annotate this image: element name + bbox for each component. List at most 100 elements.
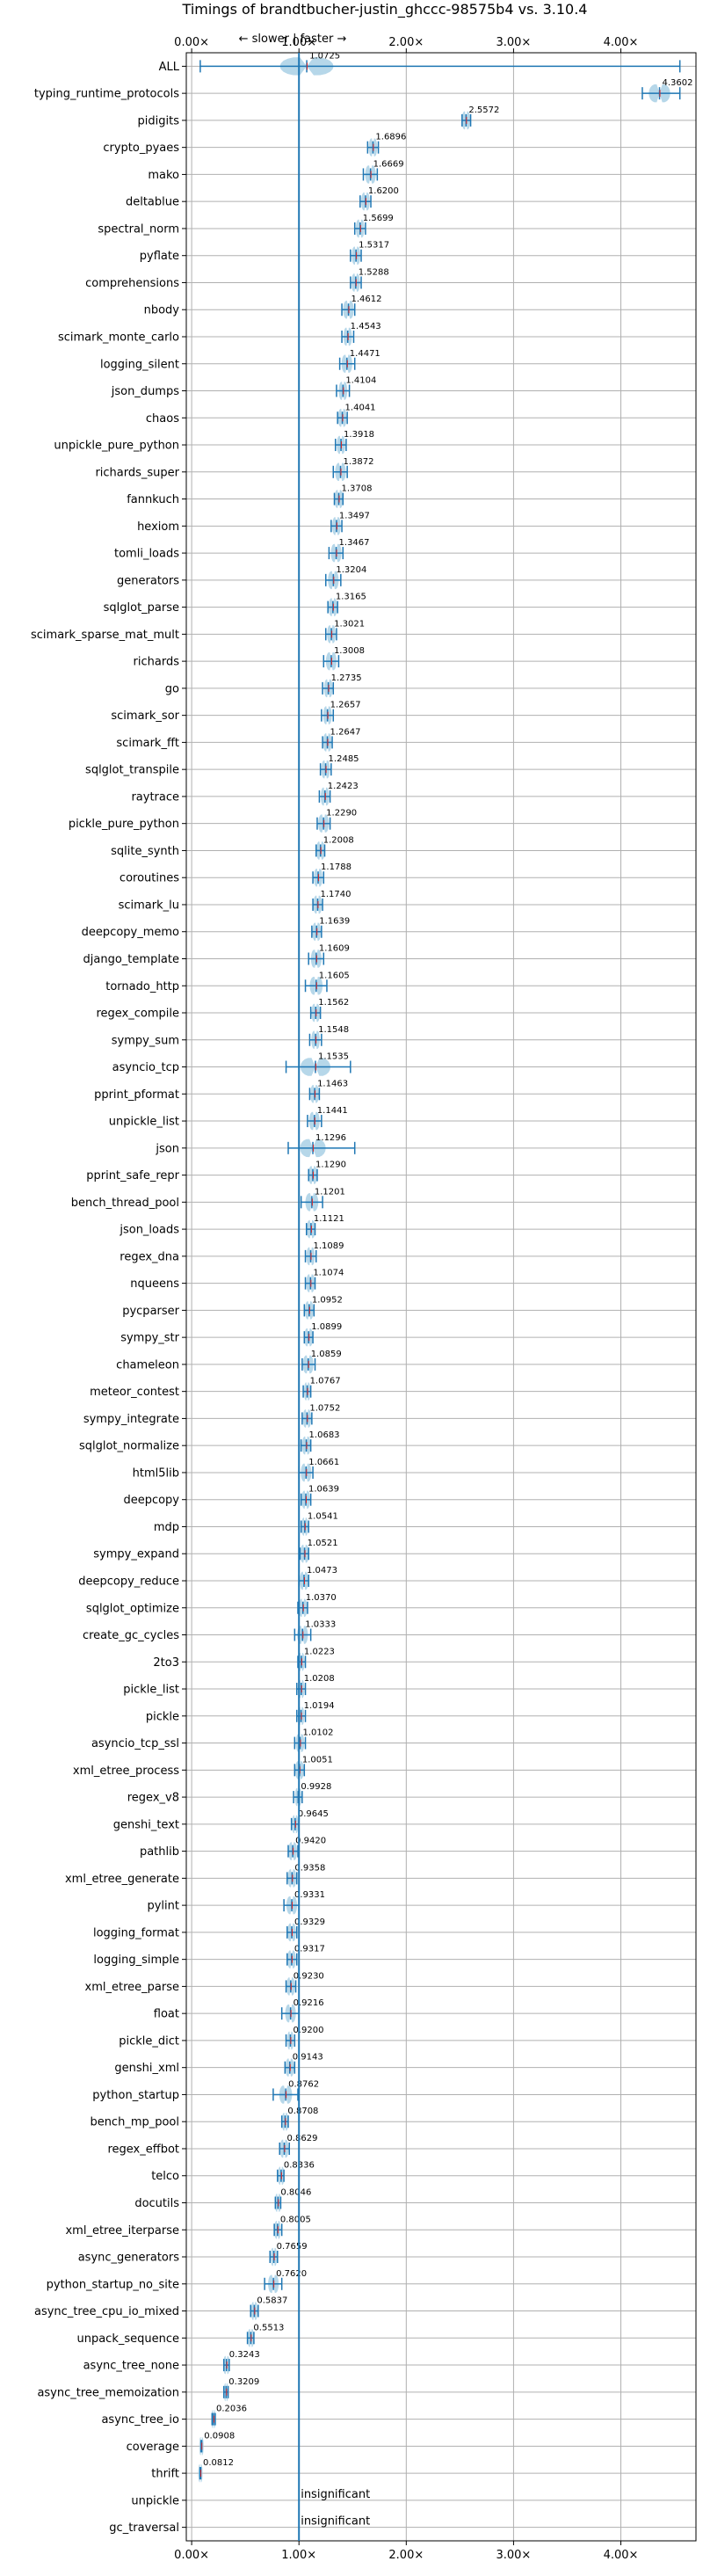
value-label: 1.1605 [319, 971, 350, 980]
value-label: 1.3467 [339, 538, 370, 548]
value-label: 1.0859 [311, 1350, 342, 1359]
value-label: 1.5288 [359, 267, 389, 277]
benchmark-label: mako [148, 169, 179, 182]
benchmark-label: docutils [134, 2197, 179, 2210]
benchmark-label: regex_compile [96, 1008, 179, 1021]
value-label: 1.2008 [323, 835, 354, 845]
value-label: 1.3918 [344, 430, 374, 440]
benchmark-label: sympy_integrate [83, 1413, 179, 1426]
benchmark-label: logging_silent [100, 358, 179, 371]
axis-layer: 0.00× 0.00× 1.00× 1.00× 2.00× 2.00× 3.00× 3.00×… [31, 36, 697, 2562]
value-label: 0.9216 [294, 1998, 324, 2008]
benchmark-label: regex_dna [120, 1250, 179, 1263]
value-label: 0.2036 [216, 2405, 247, 2414]
value-label: 1.6669 [373, 159, 404, 169]
x-tick-label-top: 1.00× [281, 36, 316, 49]
benchmark-label: json_dumps [111, 385, 179, 398]
benchmark-label: logging_simple [93, 1954, 179, 1967]
benchmark-label: pickle [146, 1710, 179, 1723]
value-label: 1.1121 [314, 1214, 344, 1224]
value-label: 0.9230 [294, 1971, 324, 1981]
benchmark-label: nbody [144, 304, 180, 317]
value-label: 1.5317 [359, 241, 389, 251]
benchmark-label: nqueens [130, 1277, 179, 1291]
value-label: 1.1535 [318, 1052, 349, 1062]
value-label: 1.1290 [315, 1161, 346, 1170]
value-label: 1.0899 [311, 1322, 342, 1332]
value-label: 0.3243 [229, 2350, 260, 2360]
value-label: 1.1740 [320, 890, 351, 899]
benchmark-label: regex_effbot [107, 2143, 179, 2156]
x-tick-label-bottom: 3.00× [496, 2549, 531, 2562]
value-label: 0.7620 [276, 2269, 307, 2279]
violin-body [307, 1219, 315, 1239]
value-label: 1.0333 [305, 1620, 336, 1630]
value-label: 1.0661 [308, 1458, 339, 1467]
value-label: 0.9331 [294, 1890, 325, 1900]
benchmark-label: sqlite_synth [111, 845, 179, 858]
benchmark-label: mdp [154, 1521, 179, 1534]
value-label: 1.1788 [321, 862, 352, 872]
benchmark-label: scimark_monte_carlo [58, 331, 179, 344]
value-label: 0.8005 [280, 2215, 311, 2224]
value-label: 1.2485 [329, 754, 359, 764]
value-label: 1.0952 [312, 1295, 343, 1305]
value-label: 1.6896 [375, 133, 406, 142]
benchmark-label: unpack_sequence [76, 2332, 179, 2346]
benchmark-label: xml_etree_process [73, 1765, 179, 1778]
value-label: 1.4041 [345, 403, 376, 412]
value-label: 1.0683 [309, 1430, 340, 1440]
violin-layer [198, 57, 681, 2483]
benchmark-label: asyncio_tcp [112, 1061, 179, 1074]
benchmark-label: richards [134, 656, 180, 669]
benchmark-label: async_tree_cpu_io_mixed [34, 2305, 179, 2318]
x-tick-label-top: 4.00× [604, 36, 639, 49]
value-label: 1.3497 [339, 511, 370, 520]
insignificant-label: insignificant [301, 2515, 370, 2529]
value-label: 0.9420 [295, 1837, 326, 1846]
value-label: 1.3872 [343, 457, 373, 467]
value-label: 1.4104 [345, 376, 376, 386]
benchmark-label: xml_etree_generate [65, 1873, 179, 1886]
x-tick-label-top: 2.00× [388, 36, 424, 49]
value-label: 1.0051 [302, 1755, 333, 1765]
benchmark-label: deepcopy_reduce [78, 1575, 179, 1588]
benchmark-label: hexiom [137, 520, 179, 534]
benchmark-label: deepcopy_memo [82, 926, 179, 939]
value-label: 1.4612 [352, 295, 382, 304]
benchmark-label: scimark_fft [116, 737, 179, 750]
benchmark-label: sympy_str [120, 1332, 179, 1345]
value-label: 0.9143 [293, 2053, 323, 2063]
benchmark-label: ALL [159, 61, 180, 74]
benchmark-label: async_tree_memoization [37, 2386, 179, 2399]
plot-frame [185, 52, 697, 2542]
value-label: 1.1548 [318, 1025, 349, 1035]
benchmark-label: meteor_contest [90, 1386, 179, 1399]
benchmark-label: go [165, 682, 179, 695]
insignificant-label: insignificant [301, 2488, 370, 2501]
benchmark-label: typing_runtime_protocols [34, 88, 179, 101]
benchmark-label: sqlglot_parse [104, 601, 179, 615]
benchmark-label: pickle_dict [119, 2034, 179, 2048]
benchmark-label: unpickle [131, 2494, 179, 2507]
label-layer: 1.0725 4.3602 2.5572 1.6896 1.6669 1.6200 1.56… [203, 51, 692, 2528]
benchmark-label: create_gc_cycles [83, 1629, 179, 1642]
value-label: 1.1562 [318, 998, 349, 1008]
benchmark-label: xml_etree_parse [85, 1981, 179, 1994]
x-tick-label-bottom: 1.00× [281, 2549, 316, 2562]
value-label: 0.9928 [301, 1782, 331, 1792]
benchmark-label: pprint_safe_repr [86, 1169, 179, 1182]
value-label: 1.4543 [351, 322, 381, 331]
benchmark-label: python_startup [92, 2089, 179, 2102]
value-label: 1.3204 [336, 565, 366, 575]
benchmark-label: coverage [127, 2441, 179, 2454]
value-label: 4.3602 [663, 78, 693, 88]
value-label: 0.8046 [280, 2187, 311, 2197]
benchmark-label: comprehensions [85, 277, 179, 290]
value-label: 2.5572 [468, 106, 499, 115]
benchmark-label: pathlib [140, 1845, 179, 1859]
value-label: 1.0223 [304, 1647, 335, 1656]
value-label: 1.0194 [304, 1701, 335, 1711]
